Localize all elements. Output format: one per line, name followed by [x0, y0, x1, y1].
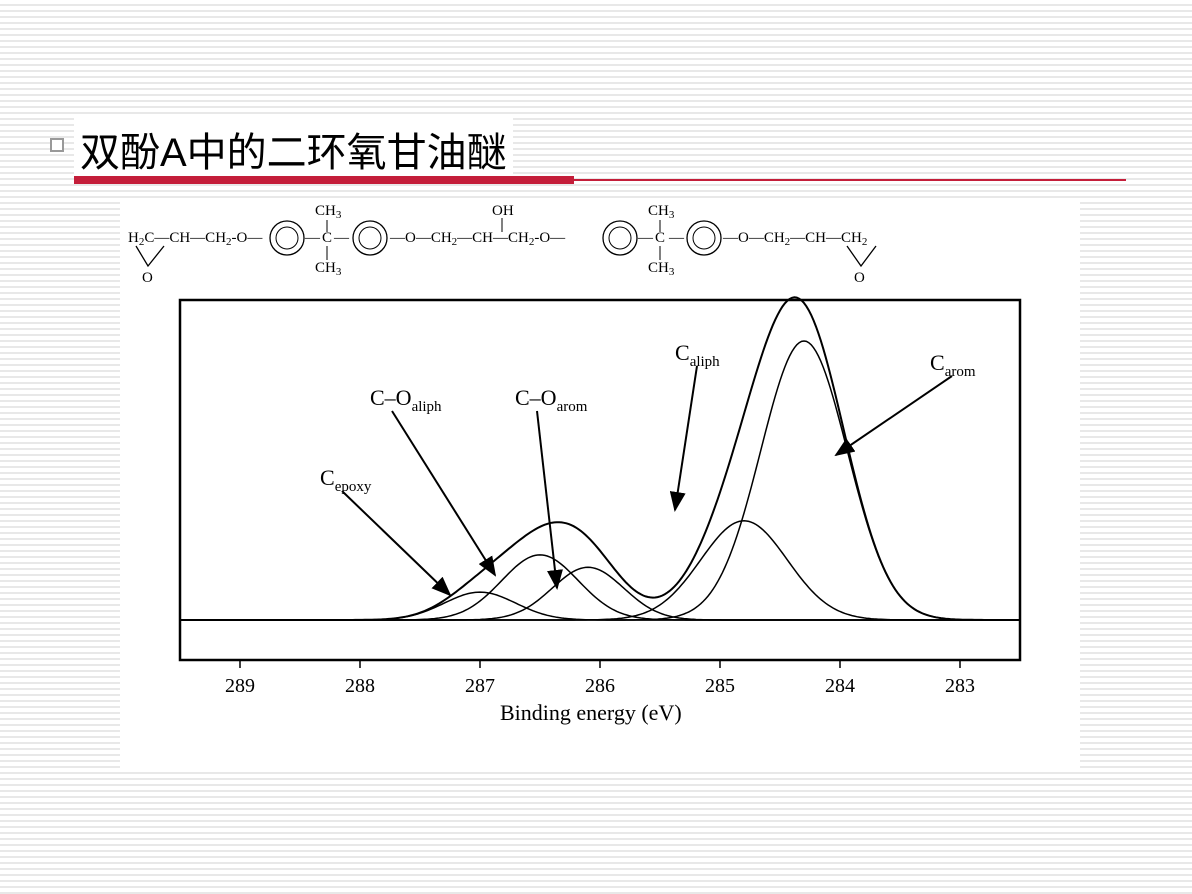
- chart-region: H2C—CH—CH2-O— O — C CH3 CH3 — —O—CH2—CH—…: [120, 200, 1080, 770]
- svg-text:O: O: [142, 270, 153, 286]
- peak-curve-arom: [180, 567, 1020, 620]
- slide-title: 双酚A中的二环氧甘油醚: [74, 118, 513, 182]
- x-axis-ticks: 289 288 287 286 285 284 283: [225, 660, 975, 697]
- svg-text:OH: OH: [492, 203, 514, 219]
- peak-curve-epoxy: [180, 592, 1020, 620]
- peak-label-arom: C–Oarom: [515, 385, 588, 415]
- svg-text:CH3: CH3: [315, 203, 342, 221]
- peak-annotations: Cepoxy C–Oaliph C–Oarom Caliph Carom: [320, 340, 976, 595]
- svg-text:283: 283: [945, 675, 975, 697]
- peak-arrow-aliph: [675, 366, 697, 510]
- envelope-curve: [180, 297, 1020, 620]
- title-block: 双酚A中的二环氧甘油醚: [74, 118, 1124, 182]
- svg-text:—: —: [637, 230, 654, 246]
- svg-text:287: 287: [465, 675, 495, 697]
- svg-text:284: 284: [825, 675, 855, 697]
- spectrum-curves: [180, 297, 1020, 620]
- chart-svg: H2C—CH—CH2-O— O — C CH3 CH3 — —O—CH2—CH—…: [120, 200, 1080, 770]
- svg-text:CH3: CH3: [648, 260, 675, 278]
- title-underline: [74, 176, 1124, 186]
- peak-arrow-aliph: [392, 411, 495, 575]
- svg-text:—: —: [333, 230, 350, 246]
- svg-text:—: —: [304, 230, 321, 246]
- svg-text:CH3: CH3: [648, 203, 675, 221]
- svg-text:—O—CH2—CH—CH2-O—: —O—CH2—CH—CH2-O—: [389, 230, 566, 248]
- svg-text:—: —: [668, 230, 685, 246]
- peak-label-aliph: Caliph: [675, 340, 720, 370]
- svg-text:288: 288: [345, 675, 375, 697]
- peak-label-aliph: C–Oaliph: [370, 385, 442, 415]
- svg-text:286: 286: [585, 675, 615, 697]
- x-axis-label: Binding energy (eV): [500, 700, 682, 725]
- title-underline-thin: [574, 179, 1126, 181]
- peak-arrow-epoxy: [342, 491, 450, 595]
- svg-text:—O—CH2—CH—CH2: —O—CH2—CH—CH2: [722, 230, 867, 248]
- bullet-marker: [50, 138, 64, 152]
- chemical-structure: H2C—CH—CH2-O— O — C CH3 CH3 — —O—CH2—CH—…: [128, 203, 876, 286]
- svg-text:C: C: [655, 230, 665, 246]
- peak-arrow-arom: [537, 411, 557, 588]
- peak-arrow-arom: [836, 376, 952, 455]
- spectrum-plot: 289 288 287 286 285 284 283 Binding energy (eV…: [180, 297, 1020, 725]
- svg-text:H2C—CH—CH2-O—: H2C—CH—CH2-O—: [128, 230, 263, 248]
- svg-text:CH3: CH3: [315, 260, 342, 278]
- svg-text:285: 285: [705, 675, 735, 697]
- peak-label-epoxy: Cepoxy: [320, 465, 372, 495]
- peak-label-arom: Carom: [930, 350, 976, 380]
- plot-frame: [180, 300, 1020, 660]
- svg-text:O: O: [854, 270, 865, 286]
- svg-text:289: 289: [225, 675, 255, 697]
- title-underline-thick: [74, 176, 574, 184]
- svg-text:C: C: [322, 230, 332, 246]
- peak-curve-arom: [180, 341, 1020, 620]
